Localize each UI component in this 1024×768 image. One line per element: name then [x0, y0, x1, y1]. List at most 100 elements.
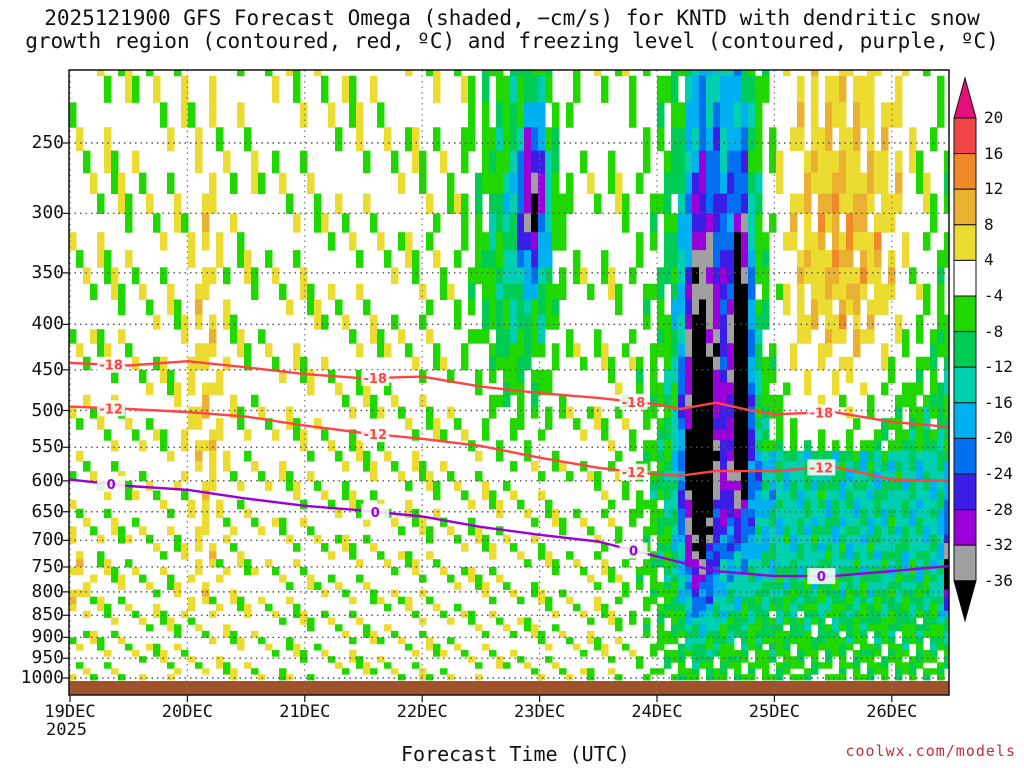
omega-cell [755, 589, 763, 598]
omega-cell [902, 394, 910, 408]
omega-cell [111, 630, 119, 638]
omega-cell [615, 471, 623, 482]
omega-cell [937, 471, 945, 482]
omega-cell [300, 369, 308, 383]
omega-cell [783, 574, 791, 583]
omega-cell [755, 662, 763, 669]
omega-cell [685, 232, 693, 251]
omega-cell [944, 551, 949, 560]
omega-cell [853, 490, 861, 501]
omega-cell [216, 574, 224, 583]
omega-cell [685, 418, 693, 430]
omega-cell [419, 150, 427, 174]
omega-cell [594, 406, 602, 419]
omega-cell [307, 299, 315, 316]
omega-cell [776, 418, 784, 430]
omega-cell [944, 150, 949, 174]
omega-cell [202, 232, 210, 251]
omega-cell [643, 526, 651, 536]
omega-cell [202, 589, 210, 598]
omega-cell [832, 624, 840, 632]
omega-cell [286, 643, 294, 651]
omega-cell [321, 589, 329, 598]
omega-cell [790, 596, 798, 605]
colorbar-top-arrow [953, 76, 977, 119]
omega-cell [300, 267, 308, 285]
omega-cell [713, 418, 721, 430]
omega-cell [685, 369, 693, 383]
omega-cell [601, 649, 609, 657]
omega-cell [762, 314, 770, 330]
omega-cell [727, 232, 735, 251]
omega-cell [447, 526, 455, 536]
omega-cell [741, 508, 749, 519]
omega-cell [944, 440, 949, 452]
omega-cell [664, 232, 672, 251]
omega-cell [454, 70, 462, 77]
omega-cell [783, 637, 791, 645]
omega-cell [930, 603, 938, 612]
omega-cell [937, 343, 945, 358]
omega-cell [853, 283, 861, 300]
omega-cell [328, 499, 336, 510]
omega-cell [202, 440, 210, 452]
omega-cell [468, 526, 476, 536]
omega-cell [741, 526, 749, 536]
omega-cell [377, 343, 385, 358]
omega-cell [727, 450, 735, 462]
omega-cell [181, 649, 189, 657]
omega-cell [174, 213, 182, 233]
omega-cell [76, 662, 84, 669]
omega-cell [524, 150, 532, 174]
omega-cell [713, 610, 721, 619]
omega-cell [489, 299, 497, 316]
omega-cell [867, 267, 875, 285]
omega-cell [657, 343, 665, 358]
omega-cell [881, 543, 889, 552]
omega-cell [937, 566, 945, 576]
omega-cell [244, 662, 252, 669]
omega-cell [741, 450, 749, 462]
omega-cell [888, 471, 896, 482]
source-credit[interactable]: coolwx.com/models [845, 742, 1016, 760]
omega-cell [566, 172, 574, 195]
contour-line [69, 478, 949, 578]
omega-cell [699, 534, 707, 544]
omega-cell [895, 471, 903, 482]
omega-cell [748, 617, 756, 625]
omega-cell [741, 150, 749, 174]
omega-cell [349, 610, 357, 619]
omega-cell [643, 127, 651, 152]
omega-cell [594, 480, 602, 491]
contour-label-bg [619, 393, 648, 410]
omega-cell [391, 150, 399, 174]
omega-cell [860, 624, 868, 632]
omega-cell [874, 70, 882, 77]
omega-cell [832, 480, 840, 491]
omega-cell [713, 232, 721, 251]
omega-cell [811, 543, 819, 552]
omega-cell [937, 406, 945, 419]
omega-cell [76, 566, 84, 576]
contour-label: 0 [817, 570, 826, 585]
omega-cell [573, 250, 581, 268]
omega-cell [748, 382, 756, 396]
omega-cell [664, 471, 672, 482]
y-tick-label: 450 [31, 358, 64, 380]
omega-cell [181, 440, 189, 452]
omega-cell [930, 394, 938, 408]
omega-cell [741, 369, 749, 383]
omega-cell [223, 314, 231, 330]
omega-cell [783, 461, 791, 472]
omega-cell [111, 369, 119, 383]
omega-cell [762, 299, 770, 316]
omega-cell [748, 630, 756, 638]
omega-cell [524, 75, 532, 103]
omega-cell [426, 480, 434, 491]
omega-cell [755, 461, 763, 472]
y-tick-label: 900 [31, 626, 64, 648]
omega-cell [552, 461, 560, 472]
omega-cell [167, 450, 175, 462]
omega-cell [762, 517, 770, 527]
omega-cell [727, 213, 735, 233]
